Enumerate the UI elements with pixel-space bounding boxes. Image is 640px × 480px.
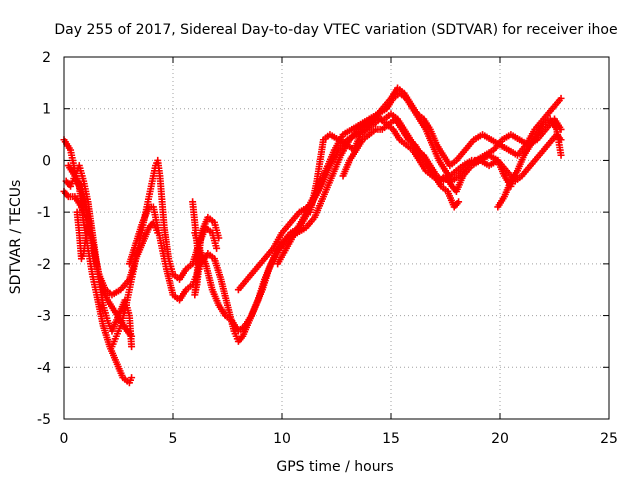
y-tick-label: 0 — [42, 153, 51, 169]
data-point — [128, 343, 136, 351]
data-marks — [60, 84, 565, 387]
y-tick-label: -3 — [37, 309, 51, 325]
y-axis-label: SDTVAR / TECUs — [8, 180, 24, 295]
x-tick-label: 15 — [382, 431, 400, 447]
plot-frame — [63, 56, 610, 420]
y-tick-label: -4 — [37, 360, 51, 376]
series-trace-14 — [73, 177, 92, 263]
y-tick-label: 1 — [42, 102, 51, 118]
series-trace-12 — [189, 198, 223, 299]
y-tick-label: -5 — [37, 412, 51, 428]
y-tick-label: 2 — [42, 50, 51, 66]
series-trace-6 — [191, 110, 565, 335]
series-trace-8 — [274, 84, 565, 268]
x-tick-label: 10 — [273, 431, 291, 447]
series-trace-11 — [494, 115, 565, 211]
tick-labels: 0 5 10 15 20 25 -5 -4 -3 -2 -1 0 1 2 — [37, 50, 618, 447]
chart-title: Day 255 of 2017, Sidereal Day-to-day VTE… — [54, 22, 617, 38]
x-tick-label: 0 — [60, 431, 69, 447]
y-tick-label: -1 — [37, 205, 51, 221]
data-point — [128, 374, 136, 382]
x-tick-label: 20 — [491, 431, 509, 447]
data-point — [557, 151, 565, 159]
x-tick-label: 5 — [169, 431, 178, 447]
data-point — [215, 234, 223, 242]
data-point — [213, 244, 221, 252]
data-point — [73, 208, 81, 216]
data-point — [455, 198, 463, 206]
x-tick-label: 25 — [600, 431, 618, 447]
data-point — [557, 94, 565, 102]
x-axis-label: GPS time / hours — [276, 459, 393, 475]
y-tick-label: -2 — [37, 257, 51, 273]
series-trace-10 — [339, 115, 463, 211]
axes — [63, 56, 610, 420]
series-trace-9 — [306, 115, 519, 216]
